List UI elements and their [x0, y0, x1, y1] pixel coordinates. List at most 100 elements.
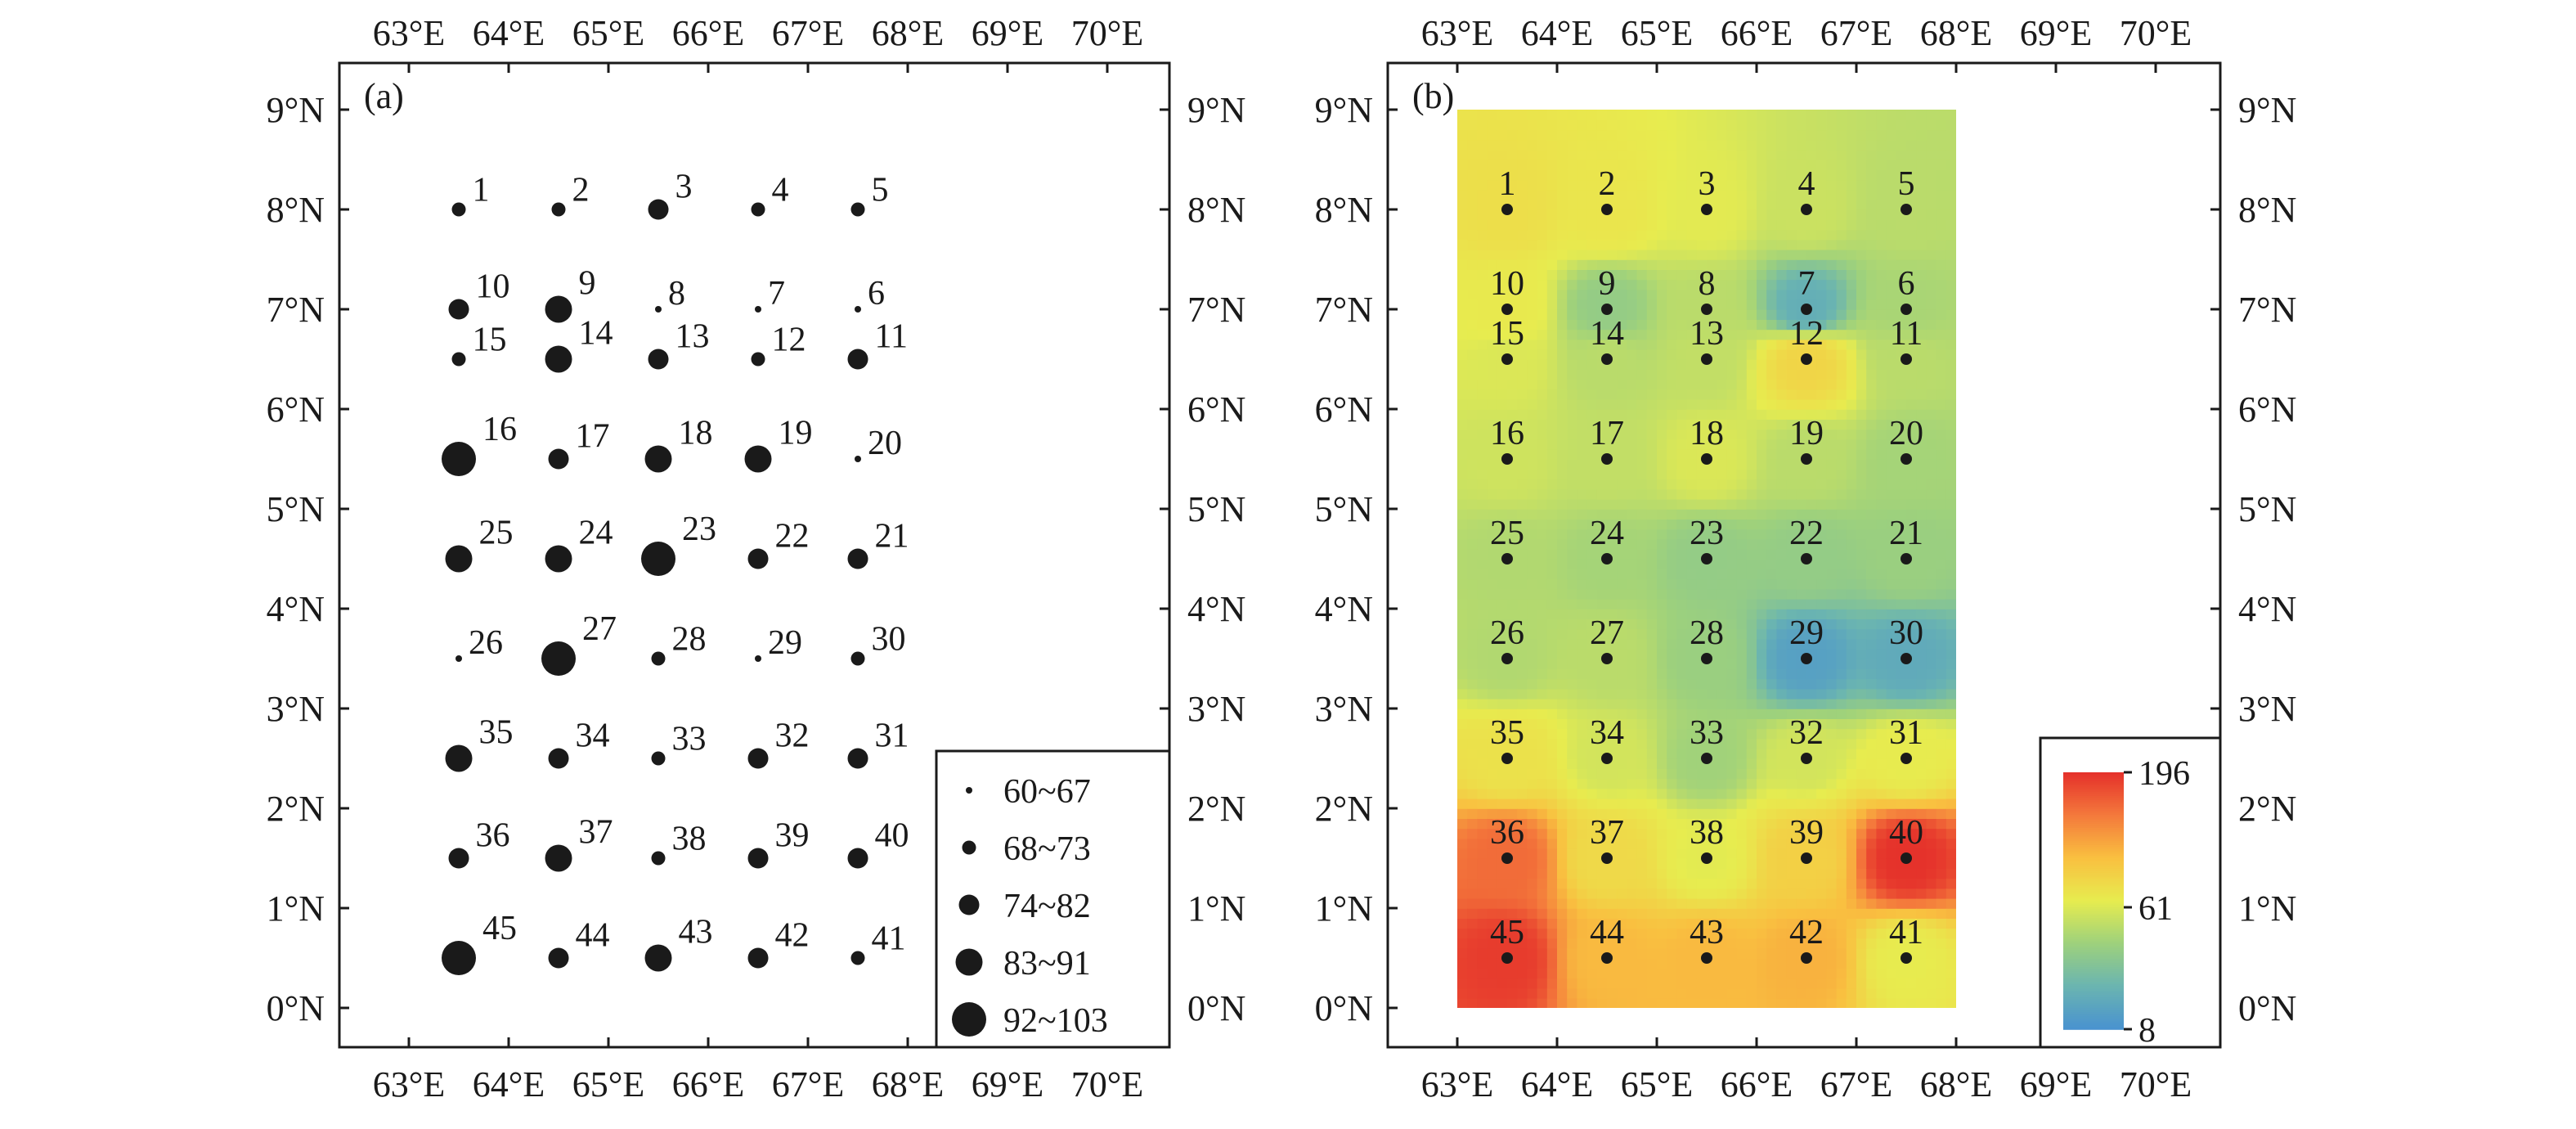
colorbar-segment	[2063, 950, 2124, 953]
heatmap-cell	[1667, 768, 1678, 780]
heatmap-cell	[1786, 818, 1797, 830]
heatmap-cell	[1636, 748, 1648, 759]
colorbar-segment	[2063, 821, 2124, 825]
colorbar-segment	[2063, 861, 2124, 866]
panel-a-right-tick-label: 1°N	[1187, 888, 1245, 929]
heatmap-cell	[1866, 978, 1878, 989]
heatmap-cell	[1617, 139, 1628, 151]
station-dot-21	[1901, 553, 1912, 564]
colorbar-segment	[2063, 971, 2124, 974]
heatmap-cell	[1646, 947, 1658, 959]
heatmap-cell	[1467, 119, 1479, 131]
heatmap-cell	[1487, 509, 1498, 520]
heatmap-cell	[1577, 778, 1588, 789]
heatmap-cell	[1657, 828, 1667, 839]
heatmap-cell	[1916, 179, 1928, 191]
panel-a-right-tick-label: 8°N	[1187, 190, 1245, 230]
heatmap-cell	[1596, 588, 1608, 600]
heatmap-cell	[1577, 688, 1588, 699]
heatmap-cell	[1836, 858, 1847, 869]
heatmap-cell	[1627, 149, 1638, 160]
heatmap-cell	[1477, 189, 1488, 200]
heatmap-cell	[1646, 818, 1658, 830]
heatmap-cell	[1607, 169, 1618, 181]
station-dot-1	[1501, 204, 1513, 215]
heatmap-cell	[1916, 928, 1928, 939]
heatmap-cell	[1776, 928, 1788, 939]
colorbar-segment	[2063, 988, 2124, 992]
heatmap-cell	[1646, 229, 1658, 241]
heatmap-cell	[1676, 958, 1688, 969]
heatmap-cell	[1596, 888, 1608, 899]
heatmap-cell	[1806, 179, 1817, 191]
heatmap-cell	[1586, 648, 1598, 659]
heatmap-cell	[1477, 519, 1488, 530]
heatmap-cell	[1636, 698, 1648, 709]
heatmap-cell	[1686, 688, 1698, 699]
heatmap-cell	[1617, 938, 1628, 949]
heatmap-cell	[1487, 718, 1498, 730]
heatmap-cell	[1567, 918, 1578, 929]
heatmap-cell	[1776, 419, 1788, 430]
heatmap-cell	[1617, 448, 1628, 460]
heatmap-cell	[1567, 319, 1578, 331]
heatmap-cell	[1926, 928, 1937, 939]
heatmap-cell	[1646, 838, 1658, 849]
heatmap-cell	[1537, 339, 1548, 350]
heatmap-cell	[1586, 509, 1598, 520]
station-dot-9	[1601, 304, 1613, 315]
heatmap-cell	[1945, 199, 1956, 210]
heatmap-cell	[1816, 978, 1828, 989]
heatmap-cell	[1846, 688, 1857, 699]
heatmap-cell	[1537, 359, 1548, 370]
heatmap-cell	[1846, 997, 1857, 1008]
heatmap-cell	[1497, 439, 1508, 450]
station-label-10: 10	[476, 268, 510, 306]
heatmap-cell	[1836, 448, 1847, 460]
heatmap-cell	[1945, 768, 1956, 780]
heatmap-cell	[1657, 578, 1667, 590]
heatmap-cell	[1477, 708, 1488, 719]
heatmap-cell	[1826, 209, 1838, 220]
heatmap-cell	[1707, 978, 1717, 989]
heatmap-cell	[1856, 618, 1867, 630]
heatmap-cell	[1596, 698, 1608, 709]
heatmap-cell	[1876, 598, 1887, 609]
heatmap-cell	[1546, 559, 1558, 569]
heatmap-cell	[1497, 339, 1508, 350]
heatmap-cell	[1896, 259, 1907, 270]
heatmap-cell	[1527, 698, 1538, 709]
heatmap-cell	[1617, 439, 1628, 450]
heatmap-cell	[1617, 588, 1628, 600]
heatmap-cell	[1806, 369, 1817, 380]
heatmap-cell	[1537, 398, 1548, 410]
station-marker-45	[442, 941, 476, 975]
heatmap-cell	[1567, 169, 1578, 181]
heatmap-cell	[1567, 698, 1578, 709]
heatmap-cell	[1757, 179, 1767, 191]
heatmap-cell	[1627, 918, 1638, 929]
heatmap-cell	[1717, 868, 1728, 879]
heatmap-cell	[1577, 609, 1588, 619]
heatmap-cell	[1527, 638, 1538, 650]
heatmap-cell	[1607, 868, 1618, 879]
heatmap-cell	[1856, 978, 1867, 989]
heatmap-cell	[1936, 578, 1947, 590]
heatmap-cell	[1936, 289, 1947, 300]
heatmap-cell	[1457, 569, 1468, 580]
heatmap-cell	[1856, 897, 1867, 909]
heatmap-cell	[1766, 209, 1778, 220]
heatmap-cell	[1636, 299, 1648, 310]
heatmap-cell	[1866, 529, 1878, 540]
heatmap-cell	[1657, 349, 1667, 360]
heatmap-cell	[1717, 947, 1728, 959]
heatmap-cell	[1546, 987, 1558, 999]
heatmap-cell	[1846, 868, 1857, 879]
heatmap-cell	[1757, 748, 1767, 759]
heatmap-cell	[1657, 529, 1667, 540]
heatmap-cell	[1726, 129, 1738, 141]
heatmap-cell	[1916, 728, 1928, 740]
heatmap-cell	[1806, 339, 1817, 350]
heatmap-cell	[1717, 419, 1728, 430]
heatmap-cell	[1467, 778, 1479, 789]
